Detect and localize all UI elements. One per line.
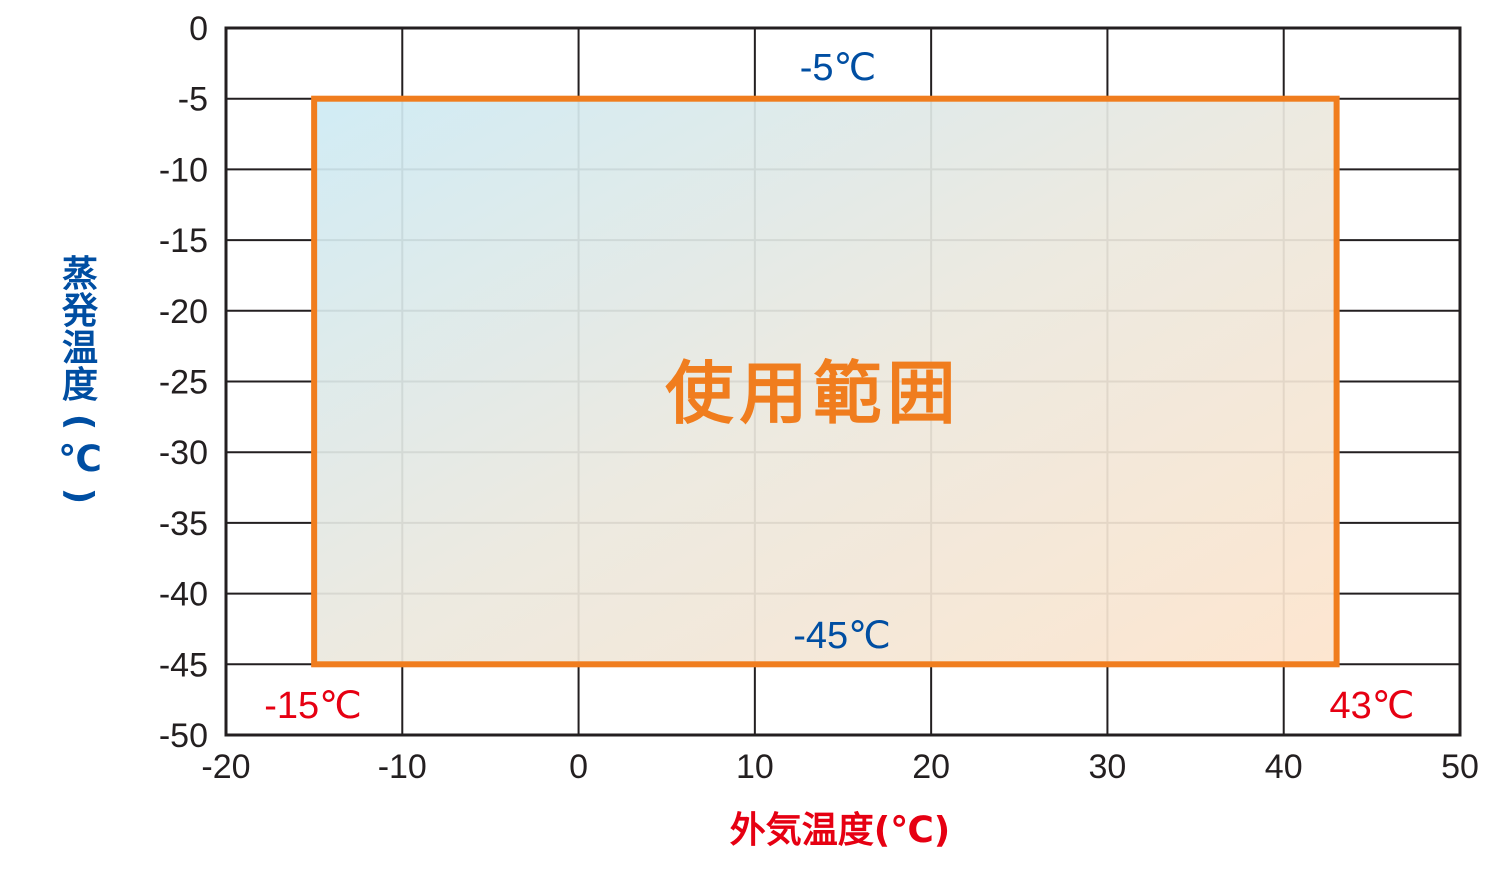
y-axis-label-char-1: 発: [62, 291, 99, 332]
y-tick-labels: 0 -5 -10 -15 -20 -25 -30 -35 -40 -45 -50: [159, 10, 208, 755]
x-tick-label-2: 0: [569, 748, 588, 786]
x-tick-label-0: -20: [201, 748, 250, 786]
y-tick-label-8: -40: [159, 576, 208, 614]
usage-range-label: 使用範囲: [665, 355, 961, 434]
x-tick-label-5: 30: [1089, 748, 1127, 786]
x-tick-label-3: 10: [736, 748, 774, 786]
x-tick-label-6: 40: [1265, 748, 1303, 786]
y-axis-label-char-2: 温: [62, 328, 98, 369]
y-tick-label-6: -30: [159, 434, 208, 472]
y-axis-label-char-5: ℃: [58, 439, 102, 480]
x-axis-label: 外気温度(℃): [730, 810, 951, 851]
y-axis-label-char-3: 度: [62, 365, 98, 406]
y-tick-label-1: -5: [178, 81, 208, 119]
annotation-right-limit: 43℃: [1330, 685, 1415, 727]
x-tick-label-1: -10: [378, 748, 427, 786]
x-tick-labels: -20 -10 0 10 20 30 40 50: [201, 748, 1478, 786]
annotations: -5℃ -45℃ -15℃ 43℃: [264, 47, 1414, 727]
y-tick-label-4: -20: [159, 293, 208, 331]
y-axis-label-char-6: ): [59, 488, 100, 504]
plot-frame: [224, 26, 1462, 737]
usage-range-region: 使用範囲: [311, 95, 1340, 668]
annotation-bottom-limit: -45℃: [793, 615, 891, 657]
usage-range-fill: [314, 98, 1337, 665]
y-tick-label-10: -50: [159, 717, 208, 755]
annotation-top-limit: -5℃: [800, 47, 876, 89]
y-tick-label-2: -10: [159, 151, 208, 189]
annotation-left-limit: -15℃: [264, 685, 362, 727]
y-axis-label-char-0: 蒸: [62, 254, 98, 295]
y-tick-label-0: 0: [189, 10, 208, 48]
y-tick-label-9: -45: [159, 646, 208, 684]
y-tick-label-5: -25: [159, 364, 208, 402]
plot-border: [224, 26, 1462, 737]
usage-range-border: [311, 95, 1340, 668]
y-axis-label-char-4: (: [59, 414, 100, 430]
x-tick-label-7: 50: [1441, 748, 1479, 786]
x-tick-label-4: 20: [912, 748, 950, 786]
y-tick-label-3: -15: [159, 222, 208, 260]
y-tick-label-7: -35: [159, 505, 208, 543]
